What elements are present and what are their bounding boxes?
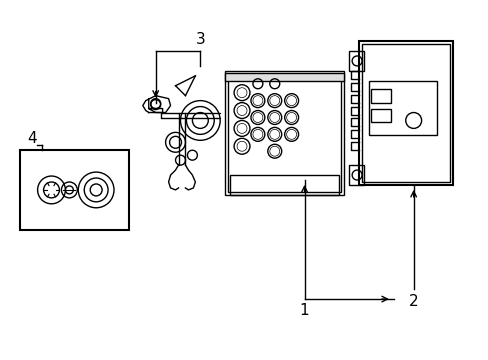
Bar [224,73,344,81]
Bar [368,81,436,135]
Bar [230,175,339,195]
Text: 4: 4 [27,131,37,146]
Bar [348,51,364,71]
Bar [358,41,452,185]
Text: 1: 1 [299,303,309,319]
Bar [228,74,341,192]
Bar [361,44,449,182]
Text: 2: 2 [408,293,418,309]
Bar [370,89,390,103]
Bar [348,165,364,185]
Bar [370,109,390,122]
Text: 3: 3 [195,32,205,46]
Bar [224,71,344,195]
Bar [20,150,129,230]
